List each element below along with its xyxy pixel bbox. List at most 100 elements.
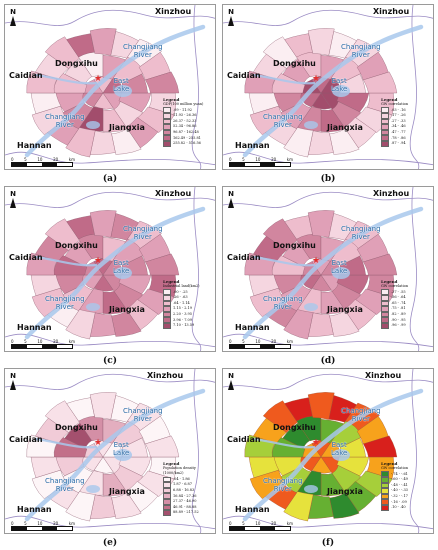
legend-entry: .04 - 1.86 — [163, 476, 199, 483]
scale-tick-label: 10 — [37, 521, 43, 526]
place-jiangxia: Jiangxia — [109, 487, 145, 496]
legend-class-label: .87 - .94 — [391, 141, 406, 146]
map-frame: ★ N Xinzhou Caidian Dongxihu Hannan Jiangxia Ch… — [222, 368, 434, 534]
legend-entry: -.74 - -.61 — [381, 471, 408, 477]
legend-entry: 162.49 - 255.81 — [163, 135, 203, 141]
label-changjiang-river-lower: Changjiang River — [263, 477, 303, 493]
legend-entry: .87 - .94 — [381, 140, 408, 147]
legend-title: Legend — [163, 97, 180, 102]
city-center-star-icon: ★ — [94, 256, 102, 266]
legend-entry: 1.87 - 6.87 — [163, 482, 199, 488]
map-legend: Legend GW correlation .37 - .55.56 - .64.6… — [381, 279, 408, 329]
east-lake — [332, 449, 350, 461]
map-legend: Legend GDP(100 million yuan) .09 - 11.92 11… — [163, 97, 203, 147]
changjiang-river — [242, 388, 424, 522]
north-arrow-icon — [10, 380, 16, 390]
north-label: N — [10, 190, 16, 198]
district-cell — [65, 309, 96, 340]
han-river — [34, 437, 98, 449]
scale-tick-label: 20 — [53, 339, 59, 344]
legend-entry: 1.15 - 2.19 — [163, 306, 200, 312]
legend-entry: 46.91 - 88.88 — [163, 504, 199, 511]
district-cell — [30, 456, 62, 478]
place-caidian: Caidian — [9, 71, 43, 80]
admin-boundary — [5, 191, 215, 208]
legend-entry: .56 - .64 — [381, 295, 408, 301]
legend-class-label: .03 - .16 — [391, 107, 406, 112]
han-river — [252, 255, 316, 267]
place-hannan: Hannan — [17, 141, 52, 150]
map-frame: ★ N Xinzhou Caidian Dongxihu Hannan Jiangxia Ch… — [4, 186, 216, 352]
district-cell — [93, 92, 114, 110]
legend-class-label: 255.82 - 516.56 — [173, 141, 201, 146]
legend-class-label: .00 - .25 — [173, 289, 188, 294]
legend-entry: -.32 - -.17 — [381, 493, 408, 500]
label-changjiang-river: Changjiang River — [341, 225, 381, 241]
place-dongxihu: Dongxihu — [55, 59, 98, 68]
place-dongxihu: Dongxihu — [273, 241, 316, 250]
district-cell — [110, 213, 139, 241]
scale-tick-label: 5 — [242, 521, 245, 526]
label-changjiang-river-lower: Changjiang River — [263, 113, 303, 129]
district-cell — [138, 233, 171, 263]
district-cell — [44, 400, 80, 433]
scale-tick-label: 10 — [37, 339, 43, 344]
district-cell — [328, 213, 357, 241]
district-cell — [93, 456, 114, 474]
label-changjiang-river: Changjiang River — [123, 43, 163, 59]
panel-label: (f) — [321, 538, 335, 548]
place-caidian: Caidian — [227, 253, 261, 262]
admin-boundary — [191, 5, 202, 169]
legend-class-label: 26.37 - 52.33 — [173, 118, 197, 123]
legend-title: Legend — [381, 279, 398, 284]
city-center-star-icon: ★ — [94, 438, 102, 448]
scale-bar-graphic — [229, 526, 291, 531]
place-jiangxia: Jiangxia — [109, 123, 145, 132]
legend-swatch — [163, 295, 171, 301]
legend-class-label: 1.15 - 2.19 — [173, 306, 192, 311]
legend-swatch — [381, 317, 389, 323]
legend-swatch — [163, 510, 171, 516]
label-changjiang: Changjiang — [341, 407, 381, 415]
district-cell — [363, 71, 398, 94]
north-arrow-icon — [228, 198, 234, 208]
legend-class-label: .65 - .74 — [391, 300, 406, 305]
scale-ticks: 0 5 10 20 km — [229, 339, 293, 344]
legend-entry: .65 - .74 — [381, 300, 408, 307]
place-jiangxia: Jiangxia — [327, 487, 363, 496]
scale-tick-label: 20 — [53, 157, 59, 162]
district-cell — [138, 415, 171, 445]
place-jiangxia: Jiangxia — [327, 123, 363, 132]
panel-label: (a) — [102, 174, 118, 184]
scale-tick-label: 0 — [11, 157, 14, 162]
legend-title: Legend — [163, 461, 180, 466]
legend-entry: .09 - 11.92 — [163, 107, 203, 113]
label-changjiang: Changjiang — [123, 407, 163, 415]
legend-class-label: .82 - .89 — [391, 311, 406, 316]
district-cell — [344, 117, 377, 149]
label-changjiang-river-lower: Changjiang River — [45, 113, 85, 129]
district-cell — [311, 274, 332, 292]
label-changjiang-river: Changjiang River — [341, 407, 381, 423]
changjiang-river — [24, 206, 206, 340]
east-lake — [114, 267, 132, 279]
scale-tick-label: 0 — [11, 521, 14, 526]
label-river: River — [133, 233, 152, 241]
label-east: East — [113, 77, 129, 85]
choropleth-map: ★ — [5, 5, 215, 169]
label-river: River — [351, 233, 370, 241]
legend-class-label: 46.91 - 88.88 — [173, 504, 197, 509]
district-cell — [126, 299, 159, 331]
scale-tick-label: 20 — [271, 521, 277, 526]
map-frame: ★ N Xinzhou Caidian Dongxihu Hannan Jiangxia Ch… — [4, 368, 216, 534]
district-cell — [262, 36, 298, 69]
city-center-star-icon: ★ — [312, 74, 320, 84]
east-lake — [332, 85, 350, 97]
scale-tick-label: 5 — [24, 157, 27, 162]
scale-tick-label: 10 — [255, 521, 261, 526]
legend-swatch — [381, 504, 389, 511]
legend-class-label: .04 - 1.86 — [173, 476, 190, 481]
north-label: N — [228, 8, 234, 16]
legend-class-label: .10 - .40 — [391, 505, 406, 510]
legend-entry: .27 - .33 — [381, 118, 408, 125]
